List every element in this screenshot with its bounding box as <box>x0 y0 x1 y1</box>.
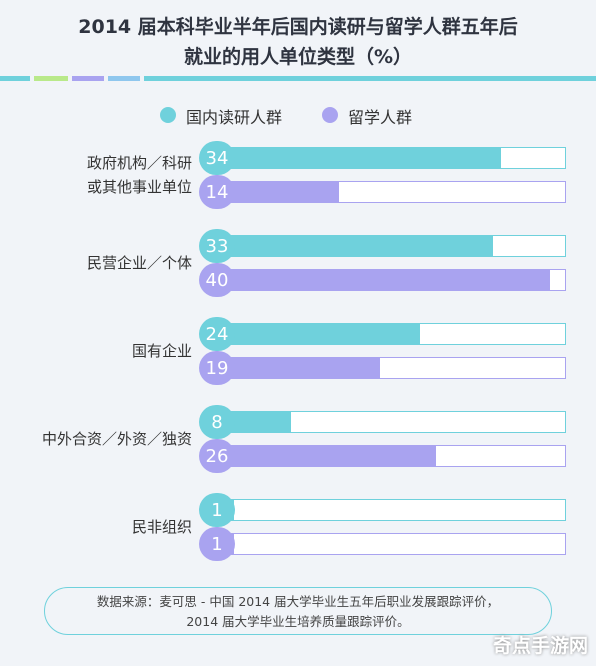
bar-track <box>226 499 566 521</box>
category-label: 民营企业／个体 <box>0 251 192 275</box>
stripe-segment <box>72 76 104 81</box>
source-line1: 数据来源：麦可思 - 中国 2014 届大学毕业生五年后职业发展跟踪评价， <box>96 594 500 609</box>
legend-swatch-domestic <box>160 107 176 123</box>
bar-track <box>226 533 566 555</box>
stripe-segment <box>144 76 596 81</box>
legend-swatch-abroad <box>322 107 338 123</box>
category-label: 中外合资／外资／独资 <box>0 427 192 451</box>
category-label-line: 国有企业 <box>131 342 192 360</box>
value-label: 40 <box>199 263 235 297</box>
stripe-segment <box>0 76 30 81</box>
category-label: 政府机构／科研 或其他事业单位 <box>0 151 192 199</box>
value-label: 24 <box>199 317 235 351</box>
bar <box>226 445 437 467</box>
legend-item-domestic: 国内读研人群 <box>160 104 290 128</box>
value-label: 8 <box>199 405 235 439</box>
bar <box>226 269 550 291</box>
bar <box>226 411 291 433</box>
bar <box>226 323 421 345</box>
category-label-line: 中外合资／外资／独资 <box>41 430 192 448</box>
category-label-line: 或其他事业单位 <box>86 178 192 196</box>
category-label-line: 政府机构／科研 <box>86 154 192 172</box>
value-label: 1 <box>199 527 235 561</box>
value-label: 26 <box>199 439 235 473</box>
bar <box>226 181 340 203</box>
bar <box>226 357 380 379</box>
chart-title: 2014 届本科毕业半年后国内读研与留学人群五年后 就业的用人单位类型（%） <box>0 12 596 72</box>
value-label: 14 <box>199 175 235 209</box>
stripe-segment <box>108 76 140 81</box>
stripe-segment <box>34 76 68 81</box>
bar <box>226 147 502 169</box>
chart-title-line2: 就业的用人单位类型（%） <box>183 46 413 68</box>
source-line2: 2014 届大学毕业生培养质量跟踪评价。 <box>186 614 410 629</box>
chart-title-line1: 2014 届本科毕业半年后国内读研与留学人群五年后 <box>78 16 518 38</box>
legend-label-abroad: 留学人群 <box>348 108 413 127</box>
bar <box>226 235 494 257</box>
category-label-line: 民非组织 <box>131 518 192 536</box>
source-note: 数据来源：麦可思 - 中国 2014 届大学毕业生五年后职业发展跟踪评价， 20… <box>44 587 552 635</box>
category-label-line: 民营企业／个体 <box>86 254 192 272</box>
watermark-logo: 奇点手游网 <box>492 635 588 657</box>
value-label: 33 <box>199 229 235 263</box>
legend-label-domestic: 国内读研人群 <box>186 108 283 127</box>
category-label: 国有企业 <box>0 339 192 363</box>
legend-item-abroad: 留学人群 <box>322 104 442 128</box>
category-label: 民非组织 <box>0 515 192 539</box>
value-label: 1 <box>199 493 235 527</box>
value-label: 34 <box>199 141 235 175</box>
value-label: 19 <box>199 351 235 385</box>
